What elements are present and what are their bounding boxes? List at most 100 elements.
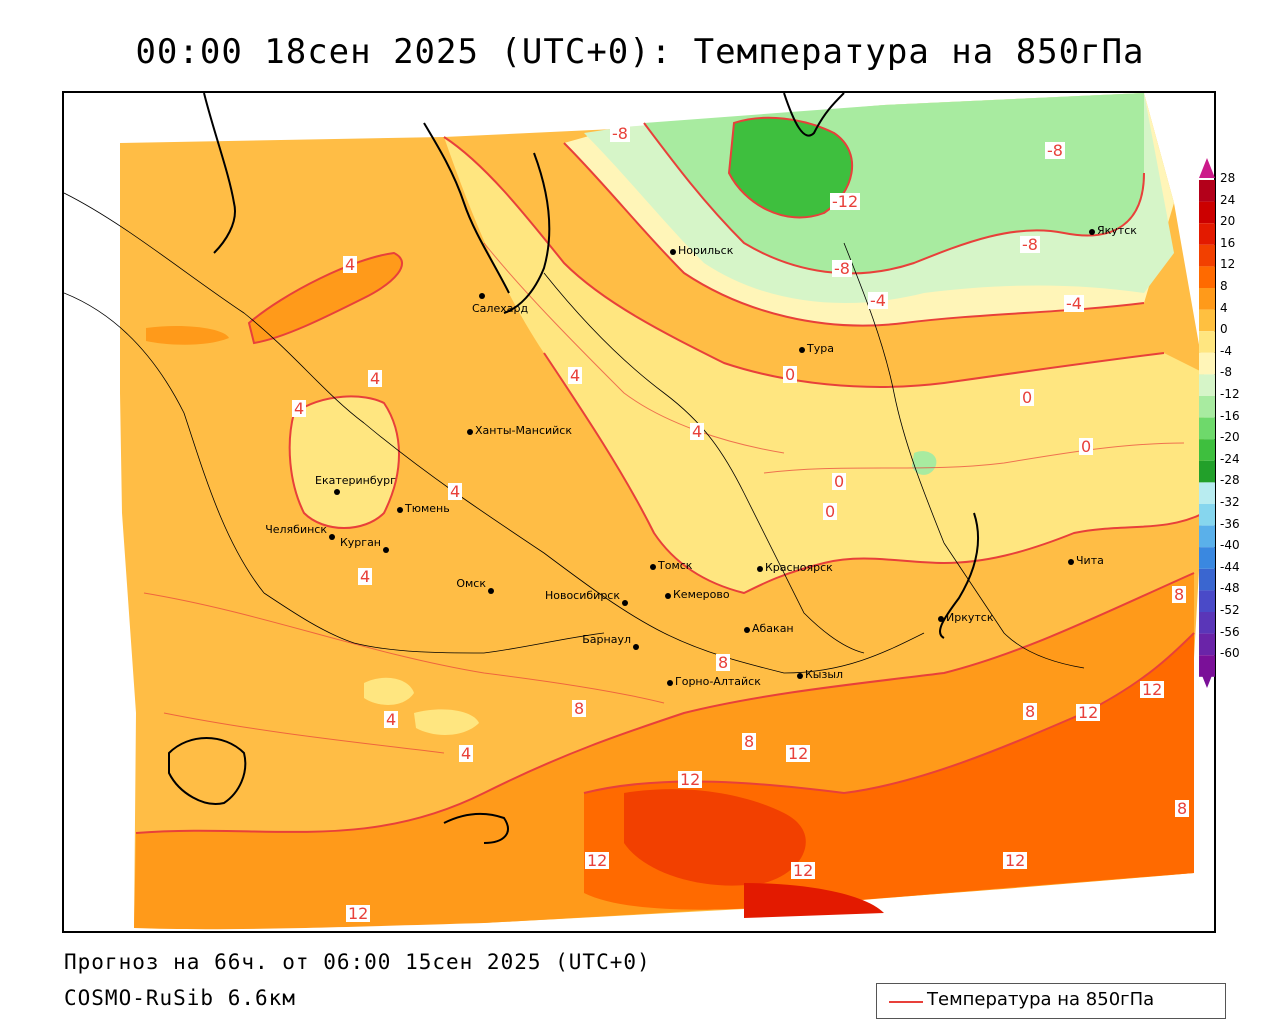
city-label: Челябинск xyxy=(265,523,327,536)
city-label: Абакан xyxy=(752,622,794,635)
warm-region-16 xyxy=(624,789,806,886)
city-dot xyxy=(622,600,628,606)
city-dot xyxy=(633,644,639,650)
isotherm-value-label: 12 xyxy=(346,904,371,923)
yellow-island-3 xyxy=(414,709,479,735)
isotherm-value-label: 12 xyxy=(1003,851,1028,870)
colorbar-block xyxy=(1199,244,1215,267)
city-dot xyxy=(665,593,671,599)
colorbar-tick-label: 20 xyxy=(1220,214,1236,229)
isotherm-value-label: 0 xyxy=(1079,437,1094,456)
colorbar-block xyxy=(1199,417,1215,440)
colorbar-block xyxy=(1199,374,1215,396)
yellow-island-2 xyxy=(364,677,414,705)
model-name: COSMO-RuSib 6.6км xyxy=(64,986,296,1010)
city-label: Тура xyxy=(807,342,834,355)
isotherm-value-label: 12 xyxy=(585,851,610,870)
isotherm-value-label: 0 xyxy=(832,472,847,491)
city-label: Норильск xyxy=(678,244,734,257)
city-label: Кемерово xyxy=(673,588,730,601)
colorbar-tick-label: -24 xyxy=(1220,451,1240,466)
colorbar-block xyxy=(1199,180,1215,202)
legend-line-swatch xyxy=(889,1001,923,1003)
isotherm-lines xyxy=(135,116,1205,834)
forecast-info: Прогноз на 66ч. от 06:00 15сен 2025 (UTC… xyxy=(64,950,651,974)
isotherm-value-label: 12 xyxy=(791,861,816,880)
city-dot xyxy=(799,347,805,353)
colorbar-tick-label: -12 xyxy=(1220,387,1240,401)
colorbar-tick-label: -28 xyxy=(1220,473,1240,488)
warm-blob-8 xyxy=(249,253,403,343)
city-dot xyxy=(744,627,750,633)
city-label: Салехард xyxy=(472,302,529,315)
city-label: Кызыл xyxy=(805,668,844,681)
city-label: Якутск xyxy=(1097,224,1137,237)
map-title: 00:00 18сен 2025 (UTC+0): Температура на… xyxy=(135,32,1145,72)
colorbar-block xyxy=(1199,223,1215,245)
isotherm-value-label: 8 xyxy=(1023,702,1038,721)
isotherm-value-label: 0 xyxy=(783,365,798,384)
isotherm-value-label: -4 xyxy=(1064,294,1084,313)
colorbar-block xyxy=(1199,547,1215,569)
city-dot xyxy=(479,293,485,299)
map-legend: Температура на 850гПа xyxy=(876,983,1226,1019)
colorbar-tick-label: 24 xyxy=(1220,192,1236,207)
isotherm-value-label: 12 xyxy=(1076,703,1101,722)
city-label: Красноярск xyxy=(765,561,833,574)
isotherm-value-label: 8 xyxy=(572,699,587,718)
cold-region-minus12 xyxy=(729,117,853,218)
city-dot xyxy=(1089,229,1095,235)
city-label: Курган xyxy=(339,536,381,549)
colorbar-tick-label: -40 xyxy=(1220,538,1240,553)
colorbar-block xyxy=(1199,612,1215,634)
city-dot xyxy=(757,566,763,572)
isotherm-value-label: 0 xyxy=(1020,388,1035,407)
colorbar-block xyxy=(1199,504,1215,526)
city-dot xyxy=(488,588,494,594)
isotherm-value-label: 4 xyxy=(368,369,383,388)
isotherm-value-label: 4 xyxy=(292,399,307,418)
colorbar-block xyxy=(1199,396,1215,418)
colorbar-block xyxy=(1199,288,1215,310)
isotherm-value-label: 4 xyxy=(358,567,373,586)
isotherm-value-label: 4 xyxy=(343,255,358,274)
colorbar-tick-label: -44 xyxy=(1220,559,1240,574)
city-dot xyxy=(938,616,944,622)
city-dot xyxy=(329,534,335,540)
colorbar-block xyxy=(1199,633,1215,656)
isotherm-value-label: 4 xyxy=(690,422,705,441)
colorbar-tick-label: -4 xyxy=(1220,343,1232,358)
legend-label: Температура на 850гПа xyxy=(927,989,1155,1010)
isotherm-value-label: 0 xyxy=(823,502,838,521)
colorbar-bottom-arrow xyxy=(1199,668,1215,688)
colorbar-block xyxy=(1199,201,1215,224)
colorbar-tick-label: -48 xyxy=(1220,581,1240,596)
colorbar-block xyxy=(1199,460,1215,483)
colorbar-block xyxy=(1199,266,1215,288)
isotherm-value-label: 8 xyxy=(716,653,731,672)
isotherm-value-label: -4 xyxy=(868,291,888,310)
city-label: Ханты-Мансийск xyxy=(475,424,572,437)
colorbar-block xyxy=(1199,331,1215,353)
warm-region-16b xyxy=(744,883,884,918)
colorbar-block xyxy=(1199,352,1215,375)
colorbar-block xyxy=(1199,590,1215,612)
colorbar-tick-label: -36 xyxy=(1220,516,1240,531)
isotherm-value-label: 8 xyxy=(742,732,757,751)
city-label: Омск xyxy=(456,577,486,590)
city-dot xyxy=(670,249,676,255)
isotherm-value-label: -8 xyxy=(1020,235,1040,254)
colorbar-tick-label: 0 xyxy=(1220,322,1228,337)
colorbar-top-arrow xyxy=(1199,158,1215,178)
colorbar-tick-label: -52 xyxy=(1220,603,1240,617)
isotherm-value-label: -8 xyxy=(1045,141,1065,160)
colorbar-block xyxy=(1199,309,1215,332)
isotherm-value-label: 12 xyxy=(786,744,811,763)
colorbar-tick-label: 16 xyxy=(1220,235,1236,250)
city-label: Барнаул xyxy=(582,633,631,646)
city-label: Тюмень xyxy=(405,502,450,515)
city-label: Томск xyxy=(658,559,693,572)
city-dot xyxy=(397,507,403,513)
colorbar xyxy=(1199,158,1215,688)
colorbar-block xyxy=(1199,482,1215,504)
